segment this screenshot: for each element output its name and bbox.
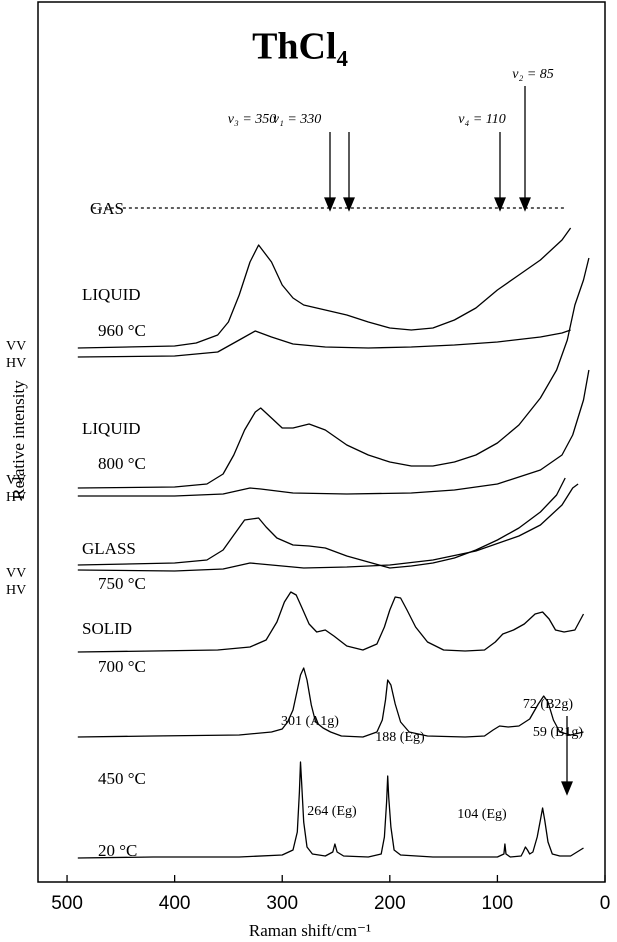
annotation: HV: [6, 490, 26, 505]
spectrum-line: [77, 477, 566, 569]
arrow-head: [561, 781, 573, 796]
annotation: ν₄ = 110: [458, 112, 506, 127]
arrow-head: [519, 197, 531, 212]
annotation: ν₃ = 350: [228, 112, 277, 127]
annotation: LIQUID: [82, 419, 141, 438]
annotation: 450 °C: [98, 769, 146, 788]
annotation: VV: [6, 473, 26, 488]
annotation: GLASS: [82, 539, 136, 558]
x-tick-label: 500: [51, 893, 83, 914]
x-tick-label: 100: [482, 893, 514, 914]
annotation: HV: [6, 356, 26, 371]
annotation: ν₁ = 330: [273, 112, 322, 127]
arrow-head: [324, 197, 336, 212]
x-tick-label: 400: [159, 893, 191, 914]
spectrum-line: [77, 227, 572, 349]
spectrum-line: [77, 329, 571, 358]
arrows: [324, 86, 573, 796]
annotation: ν₂ = 85: [512, 67, 554, 82]
x-tick-label: 300: [266, 893, 298, 914]
annotation: LIQUID: [82, 285, 141, 304]
annotation: 750 °C: [98, 574, 146, 593]
annotation: 20 °C: [98, 841, 137, 860]
annotation: 59 (B1g): [533, 725, 584, 740]
spectrum-line: [77, 761, 584, 859]
arrow-head: [343, 197, 355, 212]
annotation: 800 °C: [98, 454, 146, 473]
annotation: 72 (B2g): [523, 697, 574, 712]
annotation: 301 (A1g): [281, 714, 339, 729]
annotation: 188 (Eg): [375, 730, 425, 745]
x-axis-label: Raman shift/cm⁻¹: [249, 921, 371, 940]
plot-frame: [37, 1, 606, 883]
spectrum-line: [77, 369, 590, 497]
annotation: VV: [6, 339, 26, 354]
annotation: 264 (Eg): [307, 804, 357, 819]
annotation: HV: [6, 583, 26, 598]
annotation: 960 °C: [98, 321, 146, 340]
annotation: 700 °C: [98, 657, 146, 676]
spectrum-line: [77, 667, 584, 738]
annotation: 104 (Eg): [457, 807, 507, 822]
x-tick-label: 0: [600, 893, 611, 914]
x-tick-label: 200: [374, 893, 406, 914]
chart-title: ThCl₄: [252, 26, 348, 68]
annotation: SOLID: [82, 619, 132, 638]
spectrum-line: [77, 591, 585, 653]
arrow-head: [494, 197, 506, 212]
spectrum-line: [77, 257, 590, 489]
annotation: GAS: [90, 199, 124, 218]
annotation: VV: [6, 566, 26, 581]
y-axis-label: Relative intensity: [9, 380, 28, 500]
spectrum-line: [77, 483, 579, 572]
